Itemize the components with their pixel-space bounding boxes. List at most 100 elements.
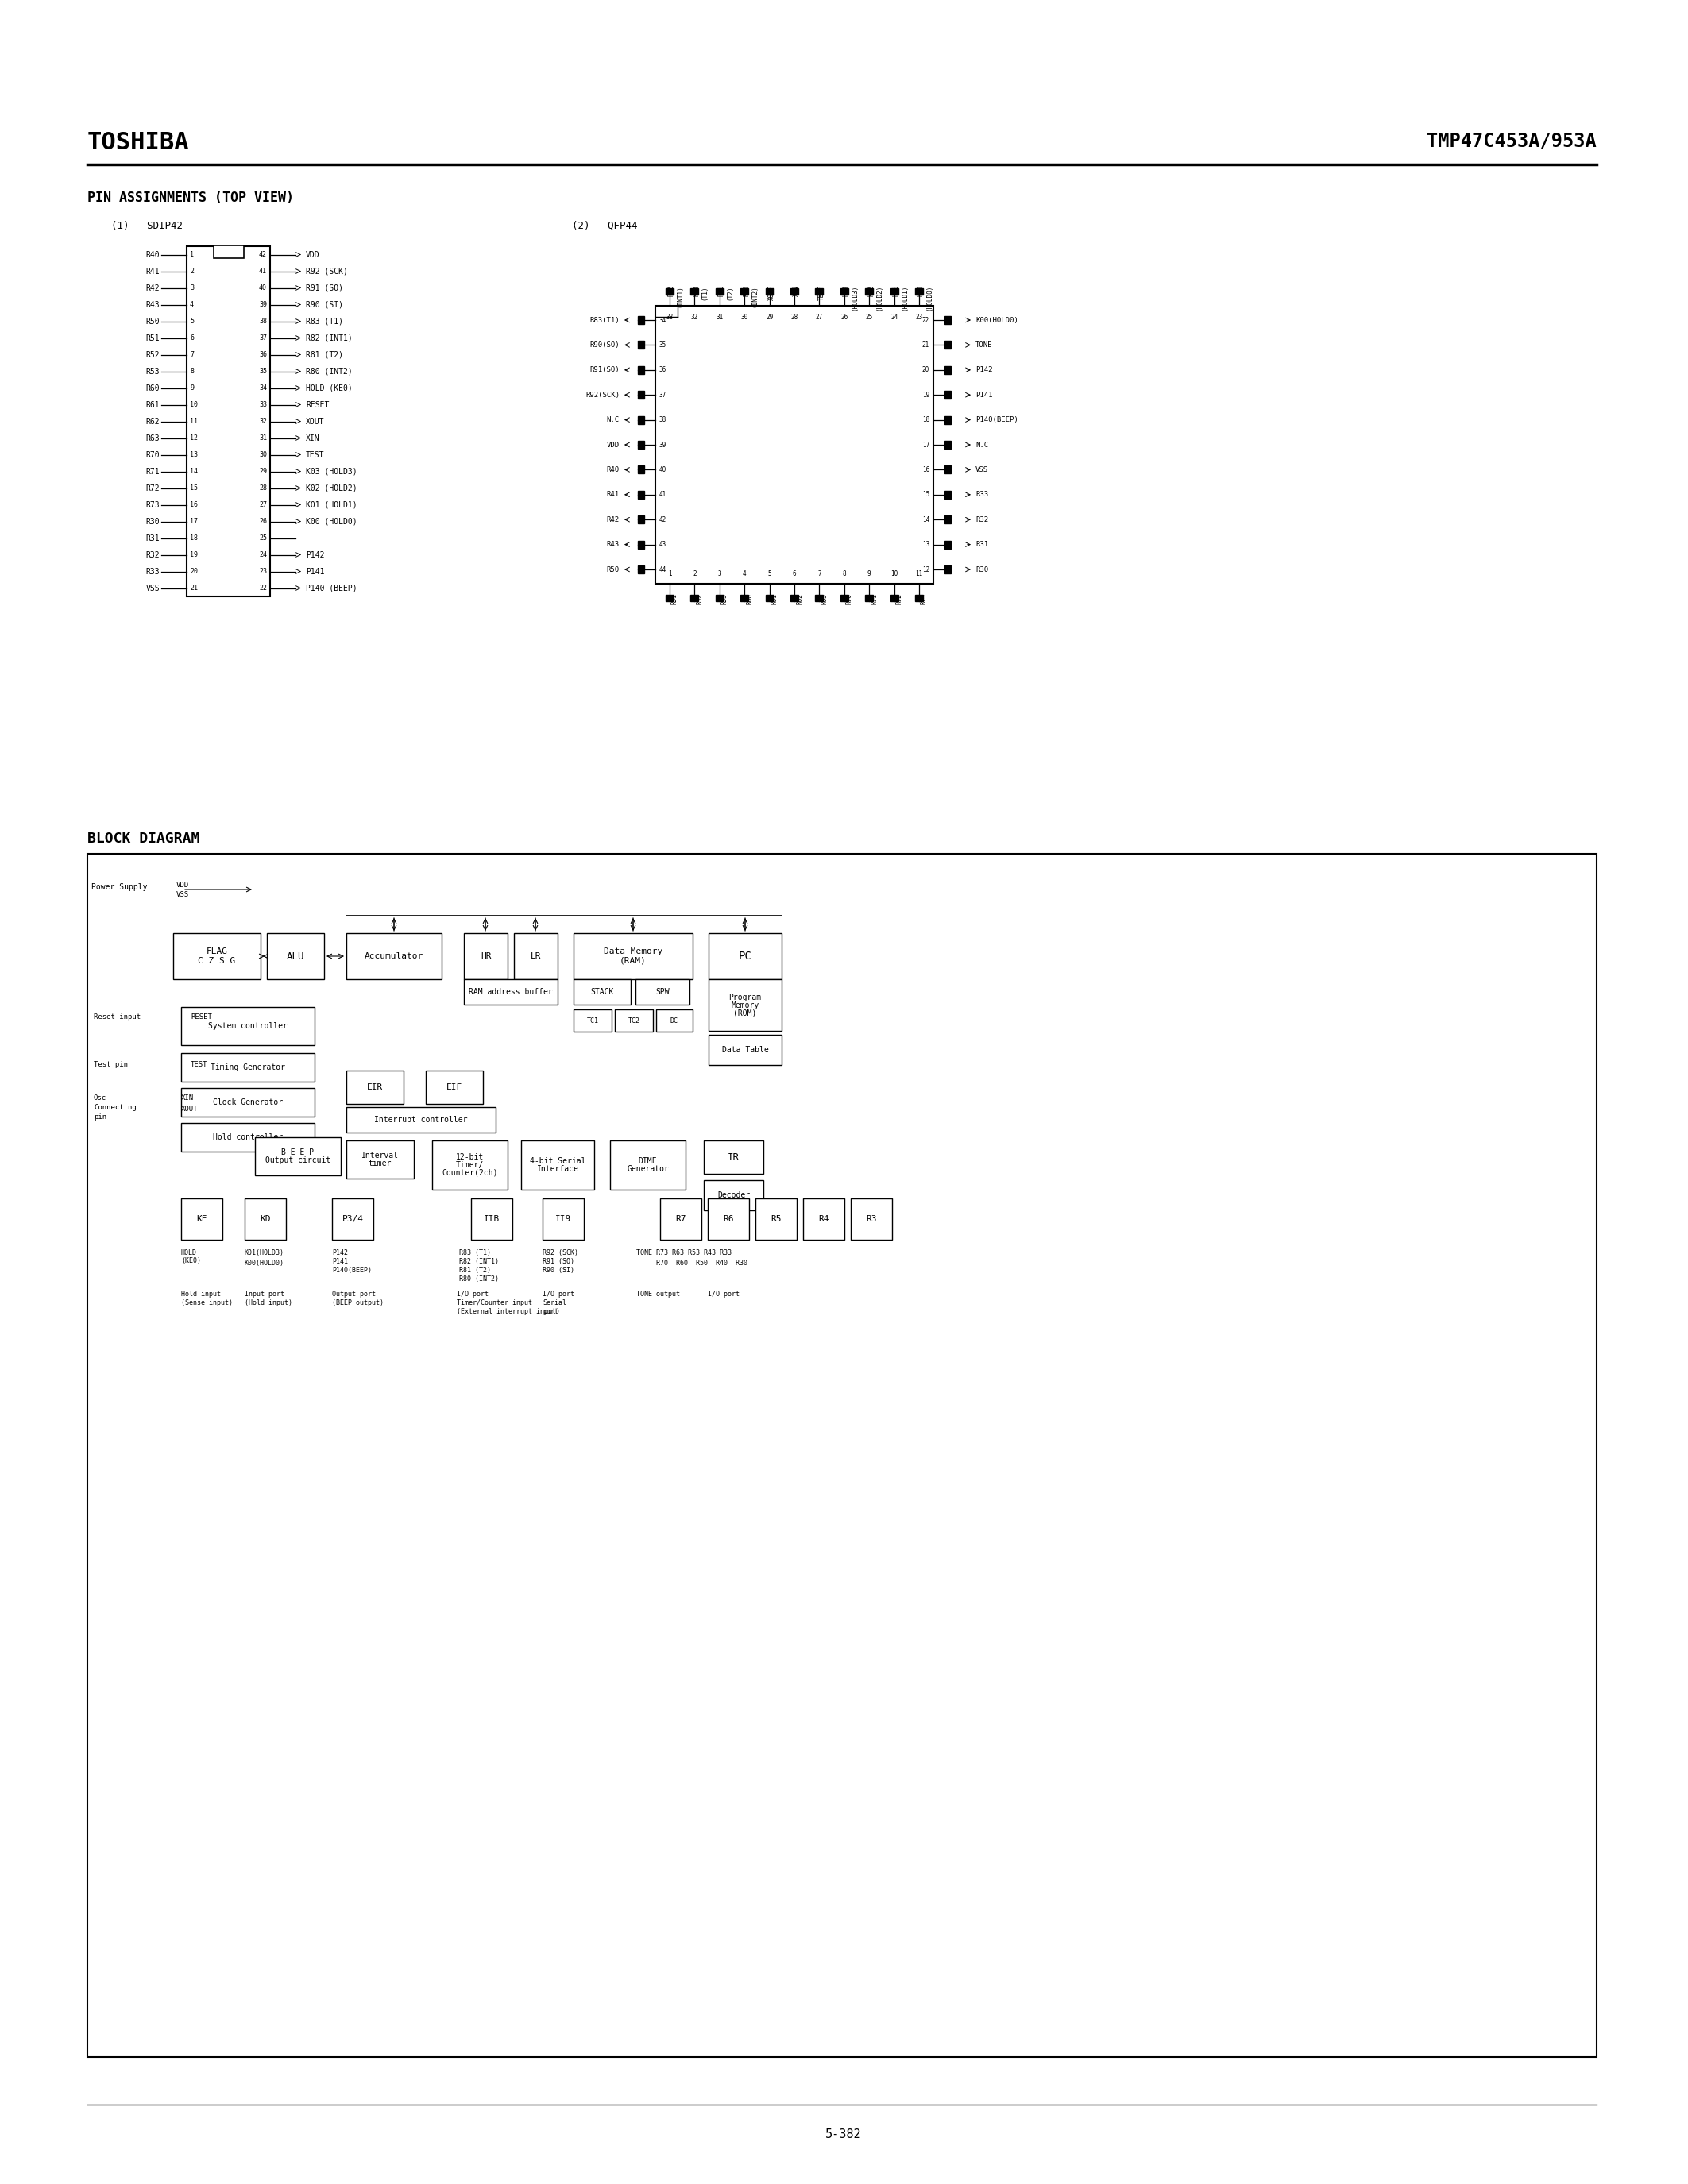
Bar xyxy=(432,1140,508,1190)
Text: R90(SO): R90(SO) xyxy=(589,341,619,349)
Text: R90 (SI): R90 (SI) xyxy=(542,1267,574,1273)
Bar xyxy=(803,1199,844,1241)
Text: 7: 7 xyxy=(189,352,194,358)
Bar xyxy=(464,978,557,1005)
Text: 43: 43 xyxy=(660,542,667,548)
Bar xyxy=(638,415,645,424)
Text: 9: 9 xyxy=(868,570,871,577)
Text: (RAM): (RAM) xyxy=(619,957,647,965)
Text: R92 (SCK): R92 (SCK) xyxy=(306,266,348,275)
Text: port: port xyxy=(542,1308,559,1315)
Text: 31: 31 xyxy=(258,435,267,441)
Text: 32: 32 xyxy=(690,314,699,321)
Text: VSS: VSS xyxy=(976,465,987,474)
Text: STACK: STACK xyxy=(591,987,614,996)
Text: VDD: VDD xyxy=(306,251,319,258)
Text: 30: 30 xyxy=(258,452,267,459)
Text: HOLD (KE0): HOLD (KE0) xyxy=(306,384,353,391)
Text: R50: R50 xyxy=(606,566,619,572)
Bar xyxy=(614,1009,653,1031)
Text: 22: 22 xyxy=(922,317,930,323)
Text: DTMF: DTMF xyxy=(638,1158,657,1164)
Bar xyxy=(716,288,724,295)
Text: R80 (INT2): R80 (INT2) xyxy=(306,367,353,376)
Text: 35: 35 xyxy=(660,341,667,349)
Text: VDD: VDD xyxy=(606,441,619,448)
Text: Interrupt controller: Interrupt controller xyxy=(375,1116,468,1125)
Bar xyxy=(638,539,645,548)
Text: R5: R5 xyxy=(771,1214,782,1223)
Text: 15: 15 xyxy=(189,485,197,491)
Text: Input port: Input port xyxy=(245,1291,284,1297)
Text: R50: R50 xyxy=(145,317,160,325)
Bar xyxy=(187,247,270,596)
Bar xyxy=(945,566,950,574)
Text: 36: 36 xyxy=(660,367,667,373)
Text: K02 (HOLD2): K02 (HOLD2) xyxy=(306,485,358,491)
Text: 7: 7 xyxy=(817,570,820,577)
Bar xyxy=(346,1107,496,1133)
Text: R92 (SCK): R92 (SCK) xyxy=(542,1249,579,1256)
Text: Test pin: Test pin xyxy=(95,1061,128,1068)
Bar xyxy=(945,441,950,448)
Text: R72: R72 xyxy=(896,594,903,605)
Text: 38: 38 xyxy=(660,417,667,424)
Text: 9: 9 xyxy=(189,384,194,391)
Text: TC2: TC2 xyxy=(628,1018,640,1024)
Text: 13: 13 xyxy=(189,452,197,459)
Text: R80
(INT2): R80 (INT2) xyxy=(743,286,758,308)
Bar xyxy=(213,245,243,258)
Text: K00(HOLD0): K00(HOLD0) xyxy=(976,317,1018,323)
Text: R31: R31 xyxy=(145,535,160,542)
Text: Generator: Generator xyxy=(626,1164,668,1173)
Text: 30: 30 xyxy=(741,314,748,321)
Bar xyxy=(707,1199,749,1241)
Bar xyxy=(890,594,898,601)
Text: R82 (INT1): R82 (INT1) xyxy=(459,1258,500,1265)
Text: 18: 18 xyxy=(922,417,930,424)
Text: R61: R61 xyxy=(771,594,778,605)
Text: IR: IR xyxy=(728,1151,739,1162)
Text: K03 (HOLD3): K03 (HOLD3) xyxy=(306,467,358,476)
Bar xyxy=(88,854,1597,2057)
Text: 29: 29 xyxy=(766,314,773,321)
Text: R40: R40 xyxy=(606,465,619,474)
Bar xyxy=(513,933,557,978)
Text: K00 (HOLD0): K00 (HOLD0) xyxy=(306,518,358,526)
Text: TEST: TEST xyxy=(191,1061,208,1068)
Text: K01 (HOLD1): K01 (HOLD1) xyxy=(306,500,358,509)
Text: EIR: EIR xyxy=(366,1083,383,1092)
Text: 20: 20 xyxy=(189,568,197,574)
Bar xyxy=(267,933,324,978)
Text: LR: LR xyxy=(530,952,542,961)
Text: Timer/: Timer/ xyxy=(456,1162,484,1168)
Text: 10: 10 xyxy=(189,402,197,408)
Bar xyxy=(638,491,645,498)
Text: I/O port: I/O port xyxy=(457,1291,488,1297)
Bar xyxy=(181,1123,314,1151)
Bar xyxy=(841,288,847,295)
Bar xyxy=(574,933,692,978)
Text: R43: R43 xyxy=(606,542,619,548)
Text: TONE: TONE xyxy=(976,341,993,349)
Bar xyxy=(638,566,645,574)
Text: Reset input: Reset input xyxy=(95,1013,140,1020)
Text: XIN: XIN xyxy=(181,1094,194,1101)
Text: (2)   QFP44: (2) QFP44 xyxy=(572,221,638,232)
Bar xyxy=(756,1199,797,1241)
Text: R42: R42 xyxy=(606,515,619,524)
Text: R52: R52 xyxy=(695,594,704,605)
Text: HOLD
(KE0): HOLD (KE0) xyxy=(181,1249,201,1265)
Text: BLOCK DIAGRAM: BLOCK DIAGRAM xyxy=(88,832,199,845)
Text: 16: 16 xyxy=(922,465,930,474)
Text: R71: R71 xyxy=(145,467,160,476)
Text: (ROM): (ROM) xyxy=(733,1009,756,1018)
Text: IIB: IIB xyxy=(484,1214,500,1223)
Text: Connecting: Connecting xyxy=(95,1103,137,1112)
Text: I/O port: I/O port xyxy=(542,1291,574,1297)
Bar xyxy=(765,288,773,295)
Bar xyxy=(945,391,950,400)
Text: TC1: TC1 xyxy=(587,1018,599,1024)
Text: P141: P141 xyxy=(976,391,993,397)
Text: 5-382: 5-382 xyxy=(825,2129,863,2140)
